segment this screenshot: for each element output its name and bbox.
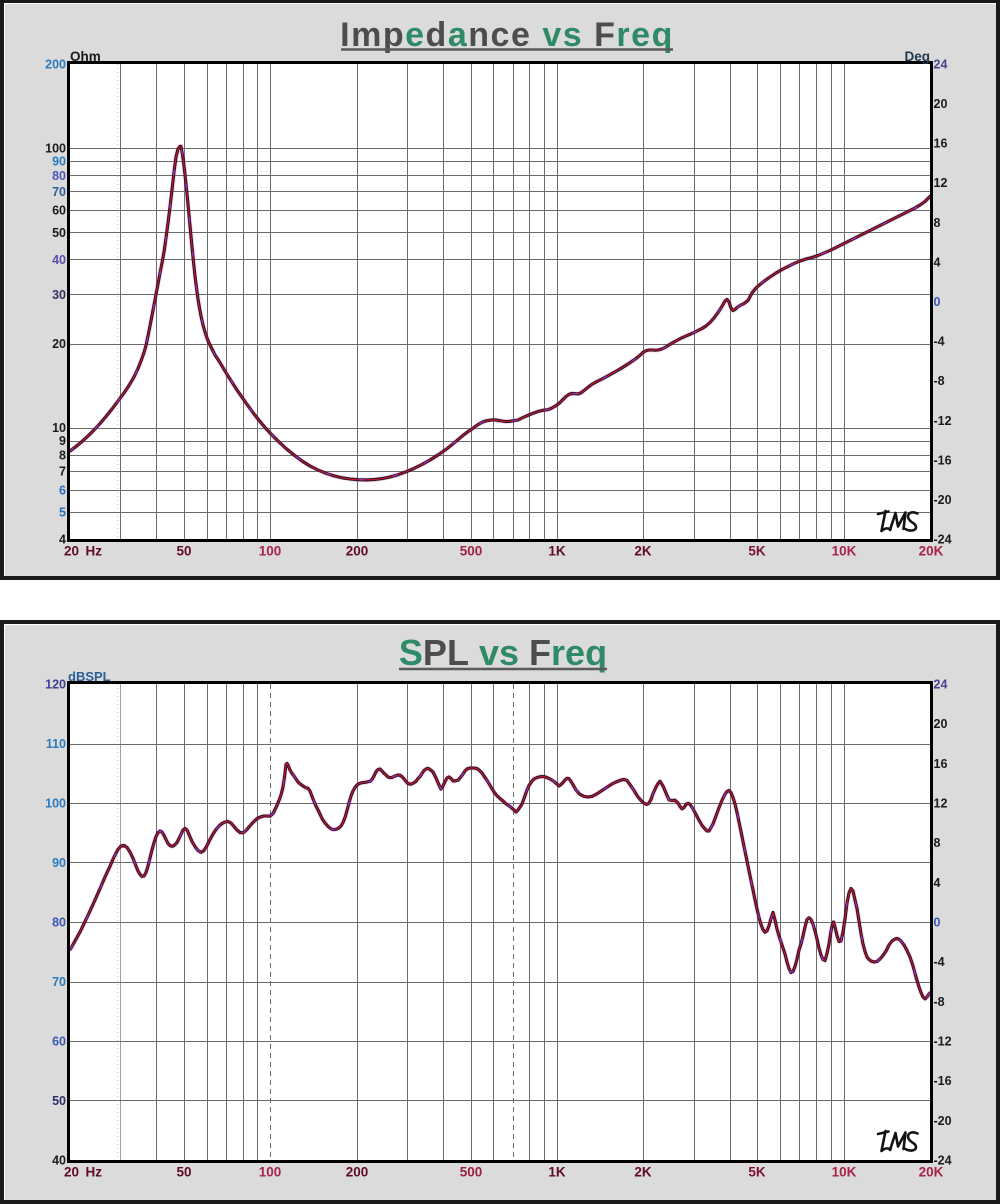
svg-text:0: 0 — [934, 916, 941, 930]
svg-text:-24: -24 — [934, 533, 952, 547]
svg-text:16: 16 — [934, 137, 948, 151]
svg-text:SPL vs Freq: SPL vs Freq — [399, 632, 607, 673]
svg-text:10K: 10K — [832, 544, 857, 559]
svg-text:8: 8 — [934, 836, 941, 850]
svg-text:-4: -4 — [934, 335, 945, 349]
svg-text:16: 16 — [934, 757, 948, 771]
svg-text:24: 24 — [934, 678, 948, 692]
svg-text:-20: -20 — [934, 493, 952, 507]
svg-text:40: 40 — [52, 253, 66, 267]
svg-text:dBSPL: dBSPL — [68, 669, 111, 684]
svg-text:90: 90 — [52, 155, 66, 169]
svg-text:40: 40 — [52, 1154, 66, 1168]
svg-text:80: 80 — [52, 916, 66, 930]
svg-text:Ohm: Ohm — [70, 49, 101, 64]
svg-text:-12: -12 — [934, 1035, 952, 1049]
svg-text:200: 200 — [45, 58, 66, 72]
svg-text:100: 100 — [259, 544, 282, 559]
svg-text:12: 12 — [934, 797, 948, 811]
svg-text:100: 100 — [45, 142, 66, 156]
svg-text:20: 20 — [934, 97, 948, 111]
svg-text:20 Hz: 20 Hz — [64, 544, 102, 559]
svg-text:4: 4 — [59, 533, 66, 547]
svg-text:-8: -8 — [934, 374, 945, 388]
svg-text:1K: 1K — [548, 544, 566, 559]
svg-text:70: 70 — [52, 975, 66, 989]
svg-text:5K: 5K — [748, 1165, 766, 1180]
svg-text:80: 80 — [52, 169, 66, 183]
svg-text:120: 120 — [45, 678, 66, 692]
svg-text:200: 200 — [346, 1165, 369, 1180]
svg-text:0: 0 — [934, 295, 941, 309]
svg-text:7: 7 — [59, 465, 66, 479]
svg-text:2K: 2K — [634, 1165, 652, 1180]
svg-text:8: 8 — [59, 448, 66, 462]
svg-text:9: 9 — [59, 434, 66, 448]
svg-text:20K: 20K — [919, 544, 944, 559]
svg-text:-4: -4 — [934, 955, 945, 969]
svg-text:60: 60 — [52, 1035, 66, 1049]
svg-text:50: 50 — [176, 544, 191, 559]
svg-text:50: 50 — [52, 226, 66, 240]
svg-text:60: 60 — [52, 204, 66, 218]
svg-text:Impedance vs Freq: Impedance vs Freq — [340, 16, 674, 54]
svg-text:-24: -24 — [934, 1154, 952, 1168]
svg-text:-12: -12 — [934, 414, 952, 428]
svg-text:5: 5 — [59, 505, 66, 519]
svg-text:12: 12 — [934, 176, 948, 190]
svg-text:Deg: Deg — [904, 49, 930, 64]
svg-text:24: 24 — [934, 58, 948, 72]
svg-text:500: 500 — [460, 1165, 483, 1180]
svg-text:100: 100 — [259, 1165, 282, 1180]
svg-text:50: 50 — [176, 1165, 191, 1180]
svg-text:2K: 2K — [634, 544, 652, 559]
svg-text:110: 110 — [46, 737, 66, 751]
svg-text:20 Hz: 20 Hz — [64, 1165, 102, 1180]
svg-text:50: 50 — [52, 1094, 66, 1108]
svg-text:4: 4 — [934, 876, 941, 890]
svg-text:5K: 5K — [748, 544, 766, 559]
svg-text:20: 20 — [52, 337, 66, 351]
svg-text:4: 4 — [934, 255, 941, 269]
svg-text:90: 90 — [52, 856, 66, 870]
svg-text:100: 100 — [45, 797, 66, 811]
svg-text:-16: -16 — [934, 453, 952, 467]
svg-text:20: 20 — [934, 717, 948, 731]
svg-text:10K: 10K — [832, 1165, 857, 1180]
svg-text:-20: -20 — [934, 1114, 952, 1128]
svg-text:200: 200 — [346, 544, 369, 559]
svg-text:8: 8 — [934, 216, 941, 230]
svg-text:-8: -8 — [934, 995, 945, 1009]
svg-text:70: 70 — [52, 185, 66, 199]
svg-text:10: 10 — [52, 421, 66, 435]
svg-text:500: 500 — [460, 544, 483, 559]
svg-text:6: 6 — [59, 483, 66, 497]
svg-text:30: 30 — [52, 288, 66, 302]
svg-text:-16: -16 — [934, 1074, 952, 1088]
svg-text:1K: 1K — [548, 1165, 566, 1180]
svg-text:20K: 20K — [919, 1165, 944, 1180]
